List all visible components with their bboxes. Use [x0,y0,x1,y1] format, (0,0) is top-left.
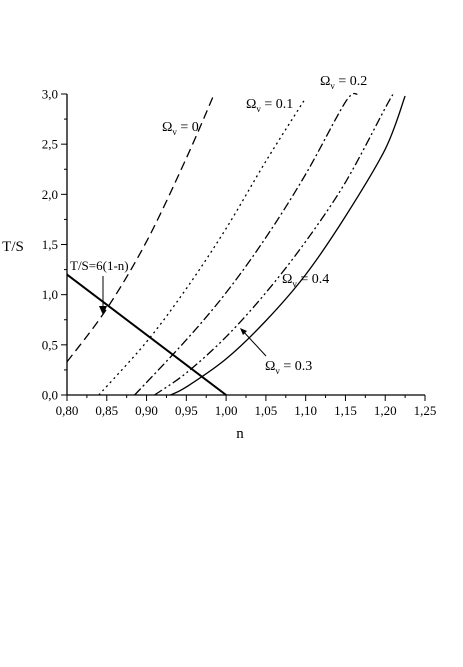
y-tick-label: 2,0 [42,187,58,202]
x-tick-label: 0,90 [135,403,158,418]
series-label-3: Ωv = 0.3 [265,359,312,376]
y-tick-label: 1,5 [42,237,58,252]
series-linear-6-1-n [66,273,227,396]
omega-value: = 0 [177,120,199,135]
y-tick-label: 1,0 [42,287,58,302]
ticks: 0,80 0,85 0,90 0,95 1,00 1,05 1,10 1,15 1,20 1,25… [42,87,437,419]
arrow-omega-0-3 [241,329,267,357]
linear-label: T/S=6(1-n) [70,258,129,273]
series-label-4: Ωv = 0.4 [282,272,329,289]
omega-symbol: Ω [265,359,275,374]
arrow-head-linear [99,306,107,315]
x-tick-label: 1,05 [255,403,278,418]
labels-group: Ωv = 0Ωv = 0.1Ωv = 0.2Ωv = 0.3Ωv = 0.4T/… [70,74,367,376]
y-tick-label: 0,0 [42,388,58,403]
omega-symbol: Ω [246,97,256,112]
x-tick-label: 1,25 [414,403,437,418]
omega-symbol: Ω [162,120,172,135]
y-tick-label: 0,5 [42,337,58,352]
omega-value: = 0.1 [261,97,293,112]
omega-subscript: v [256,104,261,114]
series-label-2: Ωv = 0.2 [320,74,367,91]
x-tick-label: 1,15 [334,403,357,418]
series-label-0: Ωv = 0 [162,120,199,137]
x-tick-label: 1,10 [294,403,317,418]
series-omega-0-1 [98,97,307,396]
omega-symbol: Ω [282,272,292,287]
omega-subscript: v [330,81,335,91]
arrow-head-omega-0-3 [240,328,247,335]
omega-subscript: v [292,279,297,289]
omega-symbol: Ω [320,74,330,89]
series-omega-0 [66,93,215,363]
x-tick-label: 1,00 [215,403,238,418]
omega-subscript: v [275,366,280,376]
x-tick-label: 0,95 [175,403,198,418]
x-axis-title: n [236,426,244,442]
omega-value: = 0.3 [280,359,312,374]
x-tick-label: 1,20 [374,403,397,418]
series-group [66,92,406,396]
axes [66,94,425,396]
y-axis-title: T/S [2,239,24,255]
omega-subscript: v [172,127,177,137]
y-tick-label: 3,0 [42,87,58,102]
series-omega-0-4 [170,95,406,396]
omega-value: = 0.4 [297,272,329,287]
series-omega-0-2 [134,92,358,396]
y-tick-label: 2,5 [42,137,58,152]
series-omega-0-3 [154,93,394,396]
x-tick-label: 0,85 [95,403,118,418]
omega-value: = 0.2 [335,74,367,89]
series-label-1: Ωv = 0.1 [246,97,293,114]
x-tick-label: 0,80 [56,403,79,418]
